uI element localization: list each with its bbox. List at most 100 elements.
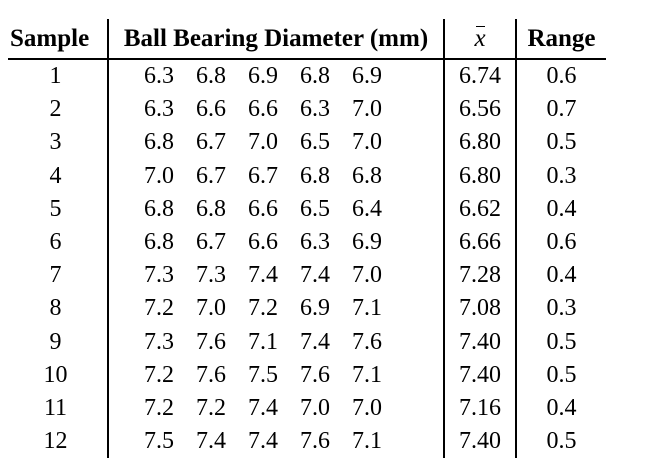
diameter-values: 7.2 7.6 7.5 7.6 7.1 [109, 362, 443, 389]
cell-diameter-value: 7.4 [248, 428, 278, 455]
cell-mean: 6.62 [444, 192, 517, 226]
cell-mean: 7.08 [444, 292, 517, 326]
cell-diameter-value: 6.4 [352, 195, 382, 222]
cell-diameter-value: 6.3 [300, 96, 330, 123]
cell-diameter-value: 6.7 [196, 129, 226, 156]
cell-diameter-value: 6.6 [196, 96, 226, 123]
cell-diameter-value: 6.3 [144, 63, 174, 90]
cell-mean: 7.40 [444, 358, 517, 392]
diameter-values: 6.3 6.8 6.9 6.8 6.9 [109, 63, 443, 90]
diameter-values: 7.3 7.3 7.4 7.4 7.0 [109, 262, 443, 289]
cell-diameter-value: 7.0 [352, 129, 382, 156]
cell-diameters: 7.0 6.7 6.7 6.8 6.8 [108, 159, 445, 193]
cell-diameters: 7.5 7.4 7.4 7.6 7.1 [108, 425, 445, 459]
cell-diameter-value: 6.8 [144, 229, 174, 256]
cell-diameter-value: 7.0 [248, 129, 278, 156]
cell-mean: 7.28 [444, 259, 517, 293]
table-row: 12 7.5 7.4 7.4 7.6 7.1 7.40 0.5 [8, 425, 606, 459]
cell-diameter-value: 6.3 [144, 96, 174, 123]
table-row: 5 6.8 6.8 6.6 6.5 6.4 6.62 0.4 [8, 192, 606, 226]
cell-diameters: 7.2 7.0 7.2 6.9 7.1 [108, 292, 445, 326]
diameter-values: 7.2 7.2 7.4 7.0 7.0 [109, 395, 443, 422]
cell-diameter-value: 7.3 [144, 328, 174, 355]
cell-sample: 3 [8, 126, 109, 160]
cell-sample: 11 [8, 391, 109, 426]
cell-diameter-value: 6.6 [248, 195, 278, 222]
cell-diameters: 7.3 7.3 7.4 7.4 7.0 [108, 259, 445, 293]
cell-diameter-value: 6.9 [352, 63, 382, 90]
cell-sample: 5 [8, 192, 109, 226]
cell-range: 0.6 [546, 229, 577, 256]
cell-diameter-value: 6.5 [300, 129, 330, 156]
cell-range: 0.4 [546, 195, 577, 222]
table-row: 7 7.3 7.3 7.4 7.4 7.0 7.28 0.4 [8, 259, 606, 293]
cell-mean: 6.80 [444, 159, 517, 193]
cell-sample: 1 [8, 59, 109, 94]
cell-diameter-value: 6.8 [144, 129, 174, 156]
header-sample: Sample [8, 19, 109, 60]
table-header-row: Sample Ball Bearing Diameter (mm) x Rang… [8, 19, 606, 60]
cell-mean: 6.66 [444, 225, 517, 260]
cell-diameter-value: 7.2 [248, 295, 278, 322]
cell-diameters: 6.8 6.7 6.6 6.3 6.9 [108, 225, 445, 260]
cell-diameter-value: 7.1 [352, 295, 382, 322]
table-row: 9 7.3 7.6 7.1 7.4 7.6 7.40 0.5 [8, 325, 606, 359]
header-diameter: Ball Bearing Diameter (mm) [108, 19, 445, 60]
cell-diameter-value: 6.8 [300, 63, 330, 90]
cell-diameter-value: 7.4 [300, 328, 330, 355]
cell-diameter-value: 6.7 [196, 162, 226, 189]
cell-diameter-value: 6.9 [352, 229, 382, 256]
cell-mean: 7.40 [444, 325, 517, 359]
cell-mean: 6.80 [444, 126, 517, 160]
cell-range: 0.7 [546, 96, 577, 123]
cell-diameter-value: 7.0 [352, 96, 382, 123]
cell-diameter-value: 6.9 [300, 295, 330, 322]
cell-diameter-value: 6.8 [196, 63, 226, 90]
diameter-values: 6.8 6.7 6.6 6.3 6.9 [109, 229, 443, 256]
table-row: 2 6.3 6.6 6.6 6.3 7.0 6.56 0.7 [8, 93, 606, 127]
cell-diameter-value: 6.8 [196, 195, 226, 222]
cell-range: 0.6 [546, 63, 577, 90]
cell-sample: 9 [8, 325, 109, 359]
cell-diameter-value: 7.4 [248, 394, 278, 421]
cell-sample: 2 [8, 93, 109, 127]
cell-diameter-value: 7.4 [300, 262, 330, 289]
diameter-values: 7.0 6.7 6.7 6.8 6.8 [109, 163, 443, 190]
cell-diameter-value: 7.4 [248, 262, 278, 289]
diameter-values: 7.3 7.6 7.1 7.4 7.6 [109, 329, 443, 356]
cell-range: 0.3 [546, 162, 577, 189]
cell-diameter-value: 7.0 [352, 394, 382, 421]
cell-mean: 6.74 [444, 59, 517, 94]
cell-diameters: 6.3 6.6 6.6 6.3 7.0 [108, 93, 445, 127]
cell-diameter-value: 7.6 [300, 361, 330, 388]
cell-sample: 6 [8, 225, 109, 260]
cell-diameters: 6.3 6.8 6.9 6.8 6.9 [108, 59, 445, 94]
cell-diameter-value: 7.1 [352, 428, 382, 455]
data-table-container: Sample Ball Bearing Diameter (mm) x Rang… [8, 19, 606, 459]
table-body: 1 6.3 6.8 6.9 6.8 6.9 6.74 0.6 2 6.3 6.6 6.6 6.3 7.0 6… [8, 59, 606, 459]
table-row: 10 7.2 7.6 7.5 7.6 7.1 7.40 0.5 [8, 358, 606, 392]
cell-range: 0.4 [546, 262, 577, 289]
cell-diameter-value: 6.6 [248, 229, 278, 256]
cell-diameter-value: 6.7 [196, 229, 226, 256]
cell-diameter-value: 7.2 [144, 361, 174, 388]
table-row: 8 7.2 7.0 7.2 6.9 7.1 7.08 0.3 [8, 292, 606, 326]
cell-mean: 7.16 [444, 391, 517, 426]
cell-diameter-value: 6.8 [144, 195, 174, 222]
cell-sample: 7 [8, 259, 109, 293]
table-row: 4 7.0 6.7 6.7 6.8 6.8 6.80 0.3 [8, 159, 606, 193]
cell-diameter-value: 6.8 [300, 162, 330, 189]
cell-diameter-value: 6.3 [300, 229, 330, 256]
cell-range: 0.3 [546, 295, 577, 322]
cell-diameter-value: 7.2 [196, 394, 226, 421]
header-mean: x [444, 19, 517, 60]
cell-diameter-value: 7.6 [300, 428, 330, 455]
cell-diameter-value: 7.3 [144, 262, 174, 289]
cell-diameter-value: 7.1 [248, 328, 278, 355]
cell-sample: 8 [8, 292, 109, 326]
diameter-values: 6.8 6.8 6.6 6.5 6.4 [109, 196, 443, 223]
diameter-values: 7.2 7.0 7.2 6.9 7.1 [109, 295, 443, 322]
cell-diameter-value: 7.5 [248, 361, 278, 388]
cell-diameters: 7.2 7.6 7.5 7.6 7.1 [108, 358, 445, 392]
cell-diameter-value: 6.7 [248, 162, 278, 189]
